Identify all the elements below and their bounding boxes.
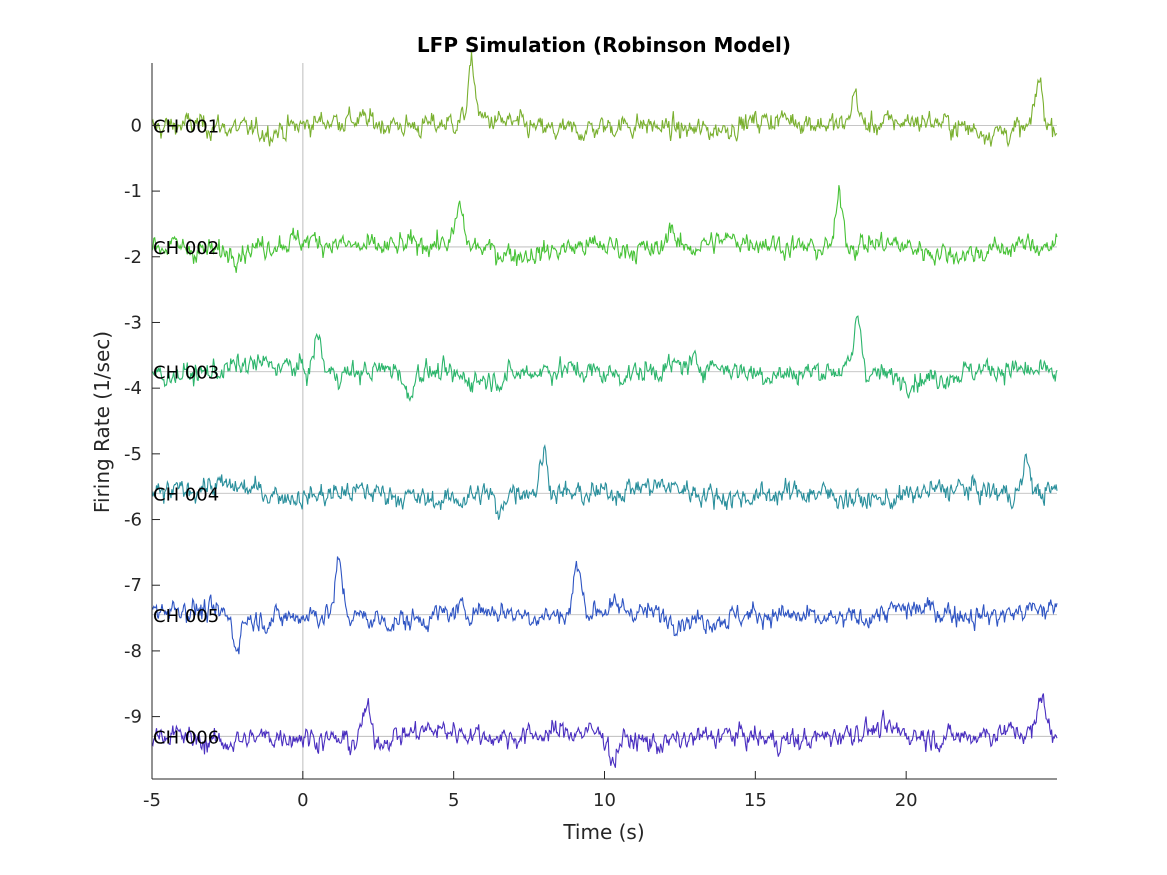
y-tick-label: -4 (124, 378, 142, 399)
y-tick-label: -1 (124, 181, 142, 202)
channel-label: CH 005 (153, 606, 219, 627)
series-line (151, 51, 1058, 148)
x-tick-label: 0 (297, 790, 308, 811)
series-line (151, 185, 1058, 273)
y-tick-label: -2 (124, 247, 142, 268)
y-axis-label: Firing Rate (1/sec) (90, 331, 114, 513)
y-tick-label: -3 (124, 312, 142, 333)
x-tick-label: -5 (143, 790, 161, 811)
y-tick-label: -9 (124, 707, 142, 728)
x-tick-label: 10 (593, 790, 616, 811)
y-tick-label: -6 (124, 510, 142, 531)
y-tick-label: -5 (124, 444, 142, 465)
x-tick-label: 20 (895, 790, 918, 811)
y-tick-label: 0 (131, 115, 142, 136)
channel-label: CH 003 (153, 363, 219, 384)
x-tick-label: 5 (448, 790, 459, 811)
y-tick-label: -7 (124, 575, 142, 596)
series-line (151, 315, 1058, 403)
x-axis-label: Time (s) (562, 820, 644, 844)
channel-label: CH 004 (153, 484, 219, 505)
channel-label: CH 006 (153, 727, 219, 748)
chart-title: LFP Simulation (Robinson Model) (417, 33, 791, 57)
channel-label: CH 001 (153, 116, 219, 137)
series-line (151, 693, 1058, 768)
x-tick-label: 15 (744, 790, 767, 811)
series-line (151, 444, 1058, 520)
y-tick-label: -8 (124, 641, 142, 662)
series-line (151, 556, 1058, 655)
channel-label: CH 002 (153, 238, 219, 259)
plot-area: CH 001 CH 002 CH 003 CH 004 CH 005 CH 006 -5 0 5… (124, 51, 1058, 811)
